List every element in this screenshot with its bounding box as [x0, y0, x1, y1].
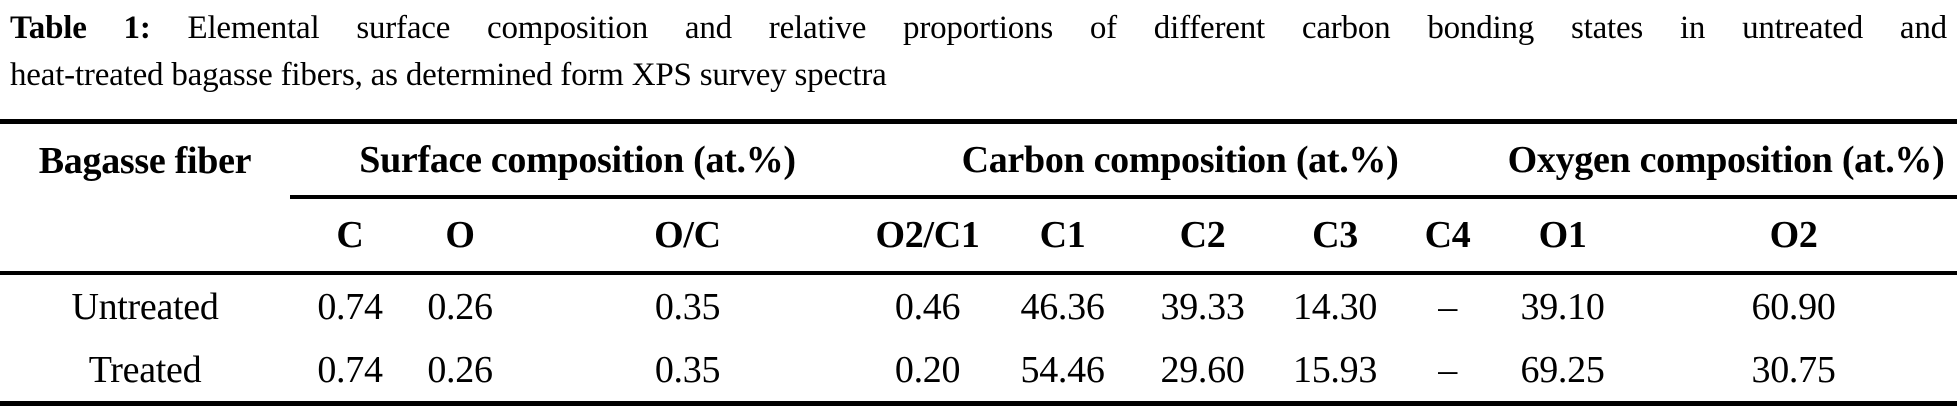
- column-header-c4: C4: [1400, 197, 1496, 275]
- caption-text-line-1: Elemental surface composition and relati…: [187, 10, 1947, 46]
- cell-treated-o-over-c: 0.35: [654, 348, 721, 391]
- empty-header-cell: [0, 197, 290, 275]
- cell-untreated-o: 0.26: [427, 285, 493, 328]
- cell-treated-o: 0.26: [427, 348, 493, 391]
- cell-untreated-o2-over-c1: 0.46: [894, 285, 961, 328]
- cell-untreated-o-over-c: 0.35: [654, 285, 721, 328]
- table-row-untreated: Untreated 0.74 0.26 0.35 0.46 46.36 39.3…: [0, 273, 1957, 338]
- caption-line-2: heat-treated bagasse fibers, as determin…: [10, 57, 887, 93]
- group-header-oxygen-composition: Oxygen composition (at.%): [1495, 121, 1957, 199]
- cell-treated-o2: 30.75: [1751, 348, 1836, 391]
- group-header-surface-composition: Surface composition (at.%): [290, 121, 866, 199]
- cell-treated-c: 0.74: [317, 348, 383, 391]
- column-header-c: C: [290, 197, 410, 275]
- row-label-untreated: Untreated: [71, 285, 219, 328]
- cell-untreated-o1: 39.10: [1520, 285, 1605, 328]
- column-header-o2: O2: [1630, 197, 1957, 275]
- cell-treated-o1: 69.25: [1520, 348, 1605, 391]
- column-header-o: O: [410, 197, 510, 275]
- column-header-c3: C3: [1270, 197, 1401, 275]
- column-header-o-over-c: O/C: [510, 197, 866, 275]
- cell-treated-c2: 29.60: [1160, 348, 1245, 391]
- column-header-c2: C2: [1135, 197, 1271, 275]
- data-table: Bagasse fiber Surface composition (at.%)…: [0, 119, 1957, 406]
- table-row-treated: Treated 0.74 0.26 0.35 0.20 54.46 29.60 …: [0, 338, 1957, 404]
- group-header-carbon-composition: Carbon composition (at.%): [865, 121, 1496, 199]
- column-header-c1: C1: [990, 197, 1136, 275]
- column-header-o2-over-c1: O2/C1: [865, 197, 991, 275]
- group-header-row: Bagasse fiber Surface composition (at.%)…: [0, 121, 1957, 199]
- table-caption: Table 1: Elemental surface composition a…: [0, 0, 1957, 99]
- cell-untreated-c3: 14.30: [1293, 285, 1378, 328]
- cell-untreated-o2: 60.90: [1751, 285, 1836, 328]
- cell-treated-o2-over-c1: 0.20: [894, 348, 961, 391]
- cell-untreated-c4: –: [1438, 285, 1457, 328]
- column-header-bagasse-fiber: Bagasse fiber: [38, 139, 252, 182]
- caption-label: Table 1:: [10, 10, 151, 46]
- row-label-treated: Treated: [88, 348, 202, 391]
- cell-treated-c4: –: [1438, 348, 1457, 391]
- cell-treated-c1: 54.46: [1020, 348, 1105, 391]
- cell-treated-c3: 15.93: [1293, 348, 1378, 391]
- cell-untreated-c1: 46.36: [1020, 285, 1105, 328]
- column-header-o1: O1: [1495, 197, 1631, 275]
- cell-untreated-c2: 39.33: [1160, 285, 1245, 328]
- cell-untreated-c: 0.74: [317, 285, 383, 328]
- sub-header-row: C O O/C O2/C1 C1 C2 C3 C4 O1 O2: [0, 197, 1957, 275]
- caption-line-1: Table 1: Elemental surface composition a…: [10, 5, 1947, 52]
